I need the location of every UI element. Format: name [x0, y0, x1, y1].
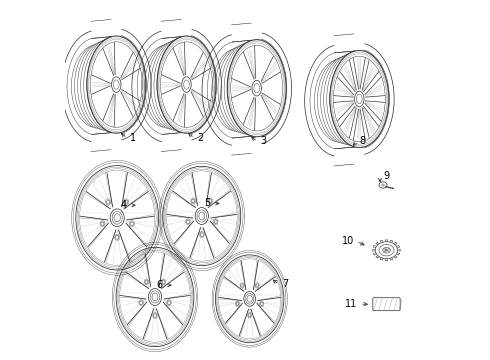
Text: 7: 7 — [282, 279, 288, 289]
Text: 3: 3 — [261, 136, 267, 147]
Text: 11: 11 — [345, 299, 357, 309]
Text: 5: 5 — [204, 198, 211, 208]
Text: 8: 8 — [360, 136, 366, 146]
Text: 6: 6 — [157, 280, 163, 290]
Text: 10: 10 — [342, 236, 354, 246]
Text: 1: 1 — [130, 133, 136, 143]
Text: 2: 2 — [197, 133, 204, 143]
Text: 4: 4 — [121, 200, 127, 210]
Text: 9: 9 — [383, 171, 389, 181]
